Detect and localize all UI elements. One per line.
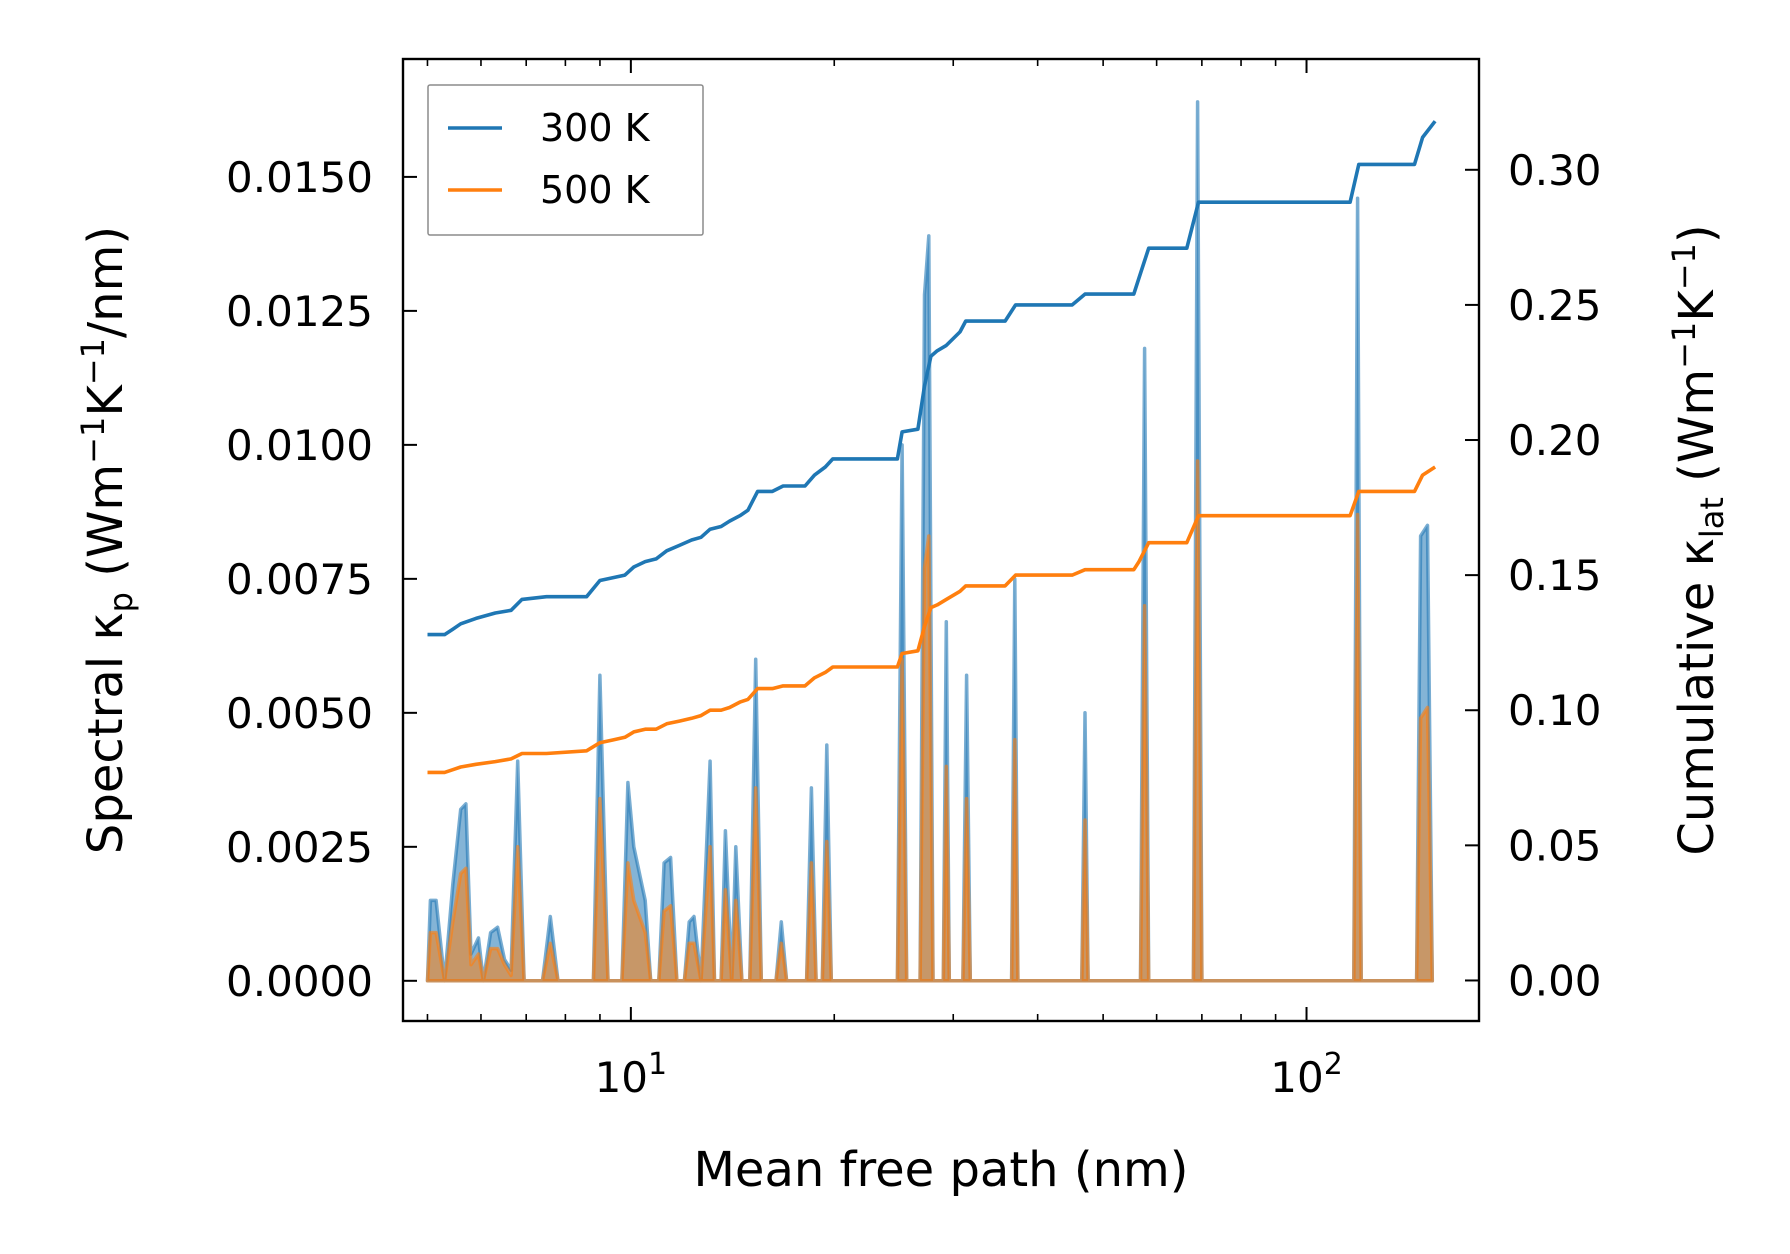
y-right-tick-label: 0.10 bbox=[1508, 686, 1602, 735]
y-right-tick-label: 0.20 bbox=[1508, 416, 1602, 465]
y-right-tick-label: 0.30 bbox=[1508, 146, 1602, 195]
y-left-tick-label: 0.0075 bbox=[226, 555, 373, 604]
axis-ticks: 101 102 0.0000 0.0025 0.0050 0.0075 0.0100 0.01… bbox=[226, 59, 1602, 1102]
y-axis-right-label: Cumulative κlat (Wm−1K−1) bbox=[1665, 224, 1731, 855]
y-right-tick-label: 0.05 bbox=[1508, 821, 1602, 870]
legend-box bbox=[427, 84, 704, 236]
legend: 300 K 500 K bbox=[427, 84, 704, 236]
plot-frame bbox=[401, 57, 1481, 1023]
y-left-tick-label: 0.0125 bbox=[226, 287, 373, 336]
y-right-tick-label: 0.25 bbox=[1508, 281, 1602, 330]
y-left-tick-label: 0.0025 bbox=[226, 823, 373, 872]
cumulative-line-500k bbox=[427, 465, 1437, 775]
y-right-tick-label: 0.00 bbox=[1508, 956, 1602, 1005]
cumulative-lines bbox=[427, 120, 1437, 775]
cumulative-line-300k bbox=[427, 120, 1437, 637]
spectral-area-500k bbox=[425, 459, 1435, 983]
y-left-tick-label: 0.0100 bbox=[226, 421, 373, 470]
spectral-fills bbox=[425, 100, 1435, 983]
y-axis-left-label: Spectral κp (Wm−1K−1/nm) bbox=[74, 226, 140, 854]
y-left-tick-label: 0.0000 bbox=[226, 957, 373, 1006]
legend-label: 300 K bbox=[540, 106, 651, 150]
y-left-tick-label: 0.0150 bbox=[226, 153, 373, 202]
y-left-tick-label: 0.0050 bbox=[226, 689, 373, 738]
x-axis-label: Mean free path (nm) bbox=[694, 1142, 1189, 1198]
x-tick-label: 102 bbox=[1270, 1047, 1343, 1102]
y-right-tick-label: 0.15 bbox=[1508, 551, 1602, 600]
x-tick-label: 101 bbox=[595, 1047, 668, 1102]
legend-label: 500 K bbox=[540, 168, 651, 212]
